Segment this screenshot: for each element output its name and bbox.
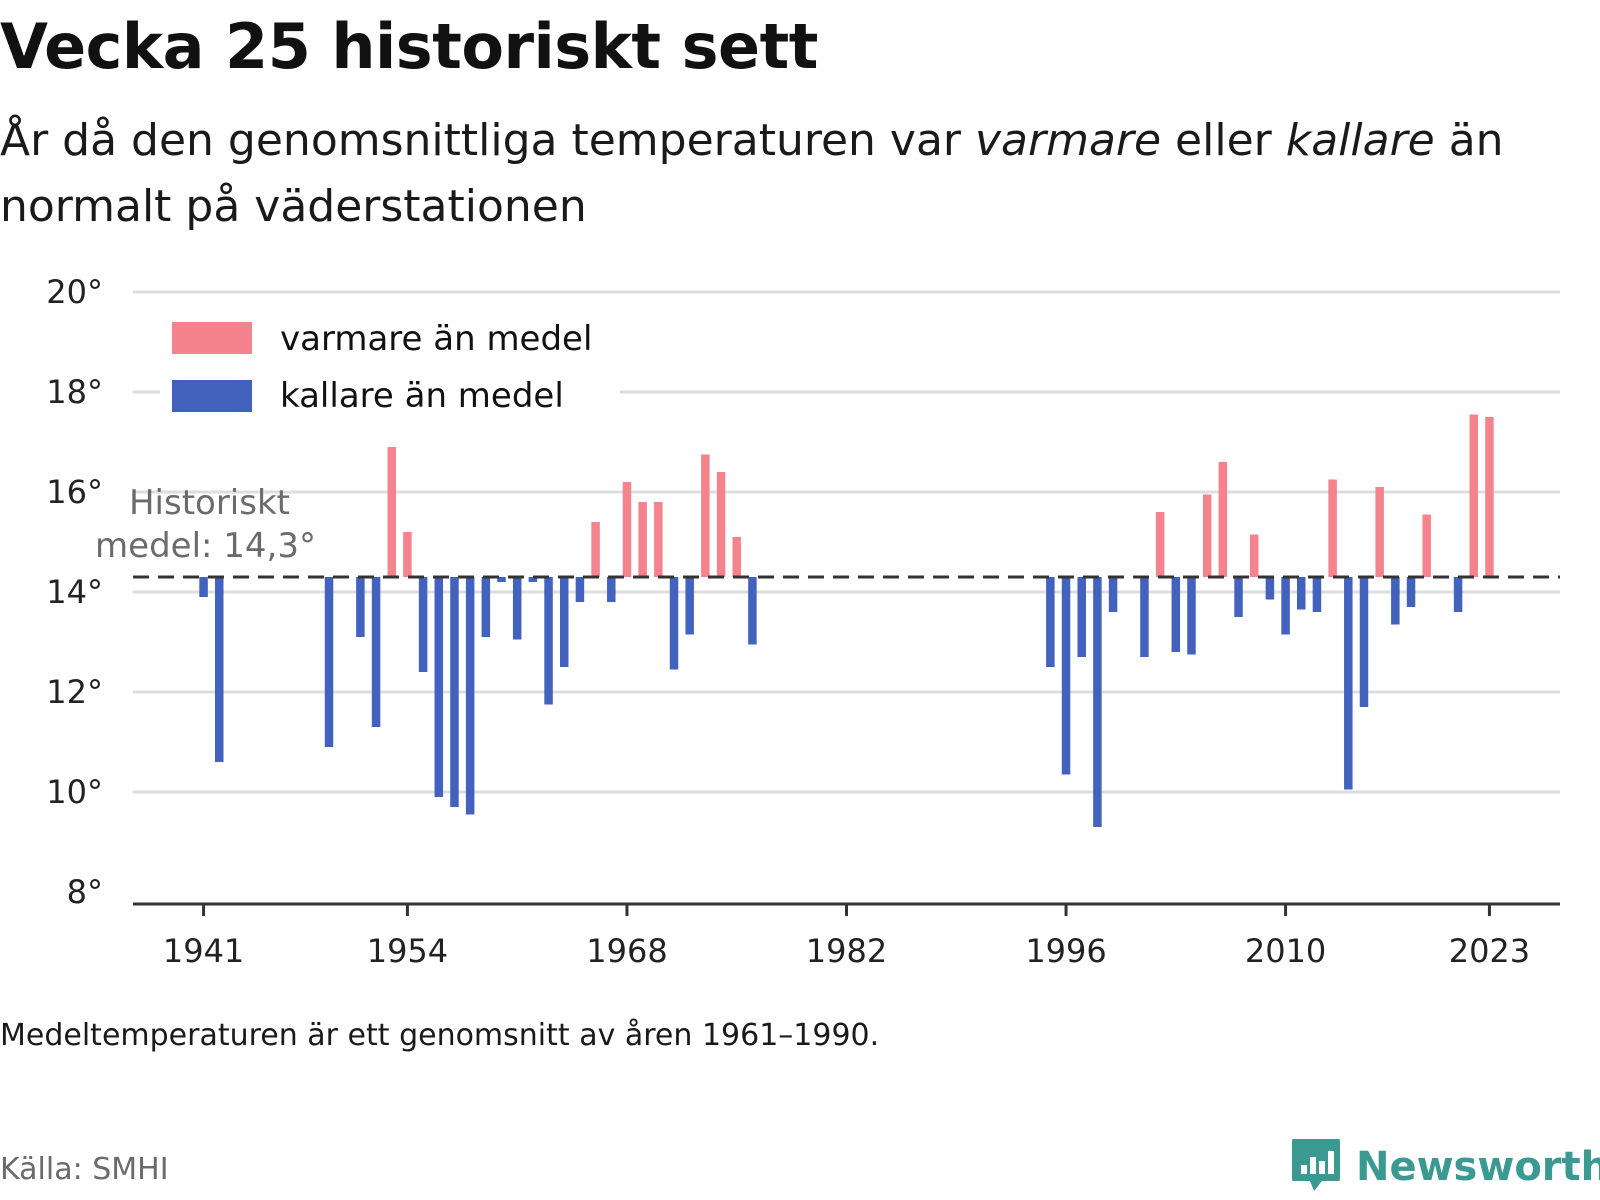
bar-cold: [1265, 577, 1275, 600]
bar-cold: [371, 577, 381, 727]
bar-warm: [387, 447, 396, 577]
x-tick-label: 1941: [163, 932, 244, 970]
footnote: Medeltemperaturen är ett genomsnitt av å…: [0, 1018, 880, 1053]
bar-cold: [418, 577, 428, 672]
bar-warm: [622, 482, 632, 577]
bars: [199, 414, 1494, 827]
bar-warm: [716, 472, 726, 577]
bar-warm: [591, 522, 600, 577]
chart-title: Vecka 25 historiskt sett: [0, 10, 818, 83]
bar-cold: [450, 577, 459, 807]
bar-cold: [324, 577, 334, 747]
brand-logo: Newsworthy: [1290, 1137, 1600, 1197]
legend-label-warm: varmare än medel: [280, 319, 592, 359]
baseline-label: Historiskt medel: 14,3°: [95, 483, 316, 566]
bar-warm: [1469, 414, 1479, 577]
bar-cold: [1297, 577, 1306, 610]
bar-cold: [1234, 577, 1243, 617]
bar-cold: [559, 577, 569, 667]
bar-cold: [1281, 577, 1290, 635]
bar-cold: [512, 577, 522, 640]
chart-subtitle: År då den genomsnittliga temperaturen va…: [0, 108, 1560, 240]
subtitle-cold-word: kallare: [1285, 115, 1435, 166]
bar-warm: [654, 502, 663, 577]
bar-warm: [1249, 534, 1259, 577]
bar-warm: [1485, 417, 1494, 577]
baseline-label-line1: Historiskt: [129, 483, 290, 523]
subtitle-text-2: eller: [1161, 115, 1286, 166]
bar-cold: [685, 577, 694, 635]
source-credit: Källa: SMHI: [0, 1152, 169, 1187]
x-tick-label: 1982: [806, 932, 887, 970]
bar-cold: [1140, 577, 1149, 657]
subtitle-warm-word: varmare: [974, 115, 1162, 166]
bar-cold: [1406, 577, 1416, 607]
y-tick-label: 10°: [46, 773, 103, 811]
bar-cold: [1391, 577, 1400, 625]
y-tick-label: 12°: [46, 673, 103, 711]
legend-label-cold: kallare än medel: [280, 376, 564, 416]
subtitle-text-1: År då den genomsnittliga temperaturen va…: [0, 115, 975, 166]
bar-cold: [199, 577, 208, 597]
baseline-label-line2: medel: 14,3°: [95, 526, 316, 566]
bar-cold: [1046, 577, 1055, 667]
bar-cold: [497, 577, 506, 582]
legend-swatch-warm: [172, 322, 252, 354]
x-tick-label: 2023: [1449, 932, 1530, 970]
newsworthy-logo-icon: [1290, 1137, 1342, 1197]
bar-cold: [434, 577, 444, 797]
bar-warm: [1155, 512, 1165, 577]
bar-warm: [1202, 494, 1212, 577]
y-tick-label: 8°: [67, 873, 103, 911]
legend-swatch-cold: [172, 380, 252, 412]
bar-warm: [1422, 514, 1431, 577]
y-tick-label: 20°: [46, 273, 103, 311]
bar-cold: [1187, 577, 1196, 655]
bar-warm: [1328, 479, 1337, 577]
legend: varmare än medel kallare än medel: [160, 306, 620, 424]
bar-cold: [1344, 577, 1353, 790]
x-axis: 1941 1954 1968 1982 1996 2010 2023: [133, 902, 1560, 970]
bar-warm: [1218, 462, 1228, 577]
bar-warm: [732, 537, 741, 577]
bar-cold: [1453, 577, 1463, 612]
bar-warm: [701, 454, 710, 577]
bar-cold: [669, 577, 679, 670]
bar-cold: [465, 577, 475, 815]
bar-cold: [481, 577, 491, 637]
x-tick-label: 2010: [1245, 932, 1326, 970]
bar-cold: [575, 577, 585, 602]
bar-warm: [403, 532, 412, 577]
y-tick-label: 16°: [46, 473, 103, 511]
temperature-bar-chart: varmare än medel kallare än medel Histor…: [46, 273, 1560, 970]
bar-cold: [1061, 577, 1071, 775]
bar-cold: [1077, 577, 1086, 657]
bar-cold: [1359, 577, 1369, 707]
bar-cold: [1108, 577, 1118, 612]
bar-warm: [1375, 487, 1384, 577]
bar-cold: [1171, 577, 1181, 652]
bar-cold: [1093, 577, 1102, 827]
y-tick-label: 18°: [46, 373, 103, 411]
x-tick-label: 1968: [586, 932, 667, 970]
bar-warm: [638, 502, 647, 577]
bar-cold: [356, 577, 365, 637]
brand-name: Newsworthy: [1356, 1144, 1600, 1190]
bar-cold: [214, 577, 224, 762]
x-tick-label: 1954: [367, 932, 448, 970]
x-tick-label: 1996: [1025, 932, 1106, 970]
y-axis-labels: 8° 10° 12° 14° 16° 18° 20°: [46, 273, 103, 911]
bar-cold: [1312, 577, 1322, 612]
bar-cold: [607, 577, 616, 602]
bar-cold: [544, 577, 553, 705]
y-tick-label: 14°: [46, 573, 103, 611]
bar-cold: [528, 577, 538, 582]
subtitle-text-3: än normalt på väderstationen: [0, 115, 1504, 232]
bar-cold: [748, 577, 757, 645]
